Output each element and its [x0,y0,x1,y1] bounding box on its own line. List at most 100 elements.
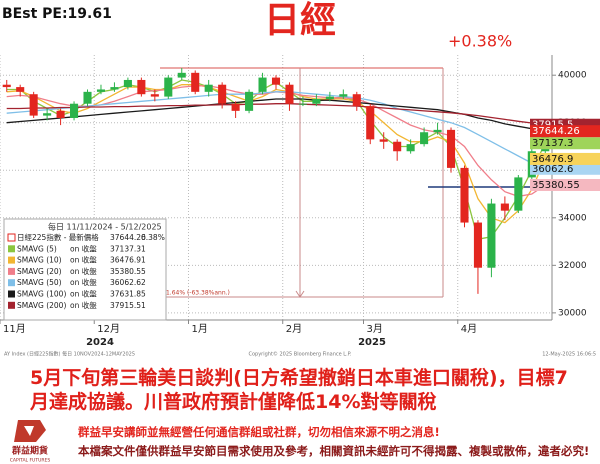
candle-body [164,77,173,97]
legend-source: on 收盤 [70,255,97,265]
candle-body [70,103,79,118]
candle-body [110,87,119,90]
x-tick-label: 2月 [286,323,302,335]
logo-sub: CAPITAL FUTURES [10,458,51,464]
value-marker-label: 35380.55 [532,180,580,191]
value-marker [530,178,600,191]
footer-right: 12-May-2025 16:06:5 [542,352,596,358]
legend-source: on 收盤 [70,243,97,253]
legend-change: 0.38% [141,233,165,242]
candle-body [56,110,65,118]
ma-line [6,91,546,170]
legend-label: SMAVG (50) [17,278,62,287]
legend-box [3,218,167,321]
ma-line [6,84,546,224]
chart-title: 日經 [264,0,336,41]
legend-source: on 收盤 [70,266,97,276]
x-tick-label: 4月 [461,323,477,335]
year-label: 2024 [86,337,114,348]
candle-body [218,84,227,104]
legend-value: 35380.55 [110,267,146,276]
y-tick-label: 40000 [558,71,587,81]
candle-body [433,129,442,133]
candle-body [446,129,456,168]
candle-body [150,94,159,97]
candle-body [83,91,92,104]
ma-line [6,103,546,126]
candle-body [29,94,38,116]
candle-body [339,94,348,97]
legend-swatch [7,233,16,242]
legend-value: 37644.26 [110,233,146,242]
candle-body [137,79,146,95]
candle-body [16,87,25,92]
legend-value: 37915.51 [110,301,146,310]
candle-body [473,222,482,268]
value-marker-label: 36476.9 [532,154,573,165]
candle-body [406,144,415,152]
year-label: 2025 [358,337,386,348]
value-marker [530,137,600,150]
candle-body [258,77,267,92]
legend-label: SMAVG (20) [17,267,62,276]
x-tick-label: 11月 [3,323,26,335]
legend-source: on 收盤 [70,300,97,310]
y-tick-label: 32000 [558,261,587,271]
candle-body [285,84,294,104]
candle-body [123,79,132,88]
legend-source: on 收盤 [70,289,97,299]
x-tick-label: 1月 [191,323,207,335]
candle-body [177,72,186,78]
legend-label: SMAVG (5) [17,244,57,253]
value-marker [530,152,600,165]
legend-swatch [8,301,15,309]
candle-body [460,167,469,223]
candle-body [352,94,361,107]
candle-body [43,113,52,116]
candle-body [393,141,402,152]
legend-swatch [8,256,15,264]
candle-body [2,84,11,88]
legend-swatch [8,267,15,275]
value-marker-label: 37644.26 [532,126,580,137]
candle-body [487,203,496,268]
candle-body [366,106,375,140]
axes: 30000320003400036000380004000011月12月1月2月… [0,55,600,335]
candle-body [420,132,429,145]
legend-swatch [8,279,15,287]
notice: 本檔案文件僅供群益早安節目需求使用及參考，相關資訊未經許可不得揭露、複製或散佈，… [78,444,590,458]
legend-swatch [8,290,15,298]
pe-label: BEst PE:19.61 [2,6,112,22]
candle-body [298,103,307,105]
legend-value: 36062.62 [110,278,146,287]
y-tick-label: 34000 [558,213,587,223]
logo-name: 群益期貨 [11,445,48,457]
y-tick-label: 30000 [558,308,587,318]
caption: 5月下旬第三輪美日談判(日方希望撤銷日本車進口關稅)，目標7月達成協議。川普政府… [30,367,568,413]
legend-value: 37631.85 [110,290,146,299]
legend-value: 36476.91 [110,256,146,265]
candle-body [379,139,388,142]
x-tick-label: 12月 [97,323,120,335]
legend-value: 37137.31 [110,244,146,253]
value-marker [530,125,600,138]
x-tick-label: 3月 [367,323,383,335]
candle-body [204,84,213,92]
change-label: +0.38% [448,32,512,51]
legend-label: SMAVG (200) [17,301,66,310]
legend-source: on 收盤 [70,277,97,287]
candle-body [191,72,200,92]
candle-body [325,96,334,99]
notice: 群益早安講師並無經營任何通信群組或社群，切勿相信來源不明之消息! [78,425,440,439]
arrow [295,290,305,298]
candle-body [271,77,281,85]
annotation: -21.64% (-63.38%ann.) [160,290,230,297]
legend-label: SMAVG (10) [17,256,62,265]
candle-body [312,98,321,104]
footer-left: AY Index (日經225指數) 每日 10NOV2024-12MAY202… [4,351,135,358]
legend-label: 日經225指數 - 最新價格 [17,232,99,242]
footer-center: Copyright© 2025 Bloomberg Finance L.P. [248,351,351,358]
legend-label: SMAVG (100) [17,290,66,299]
